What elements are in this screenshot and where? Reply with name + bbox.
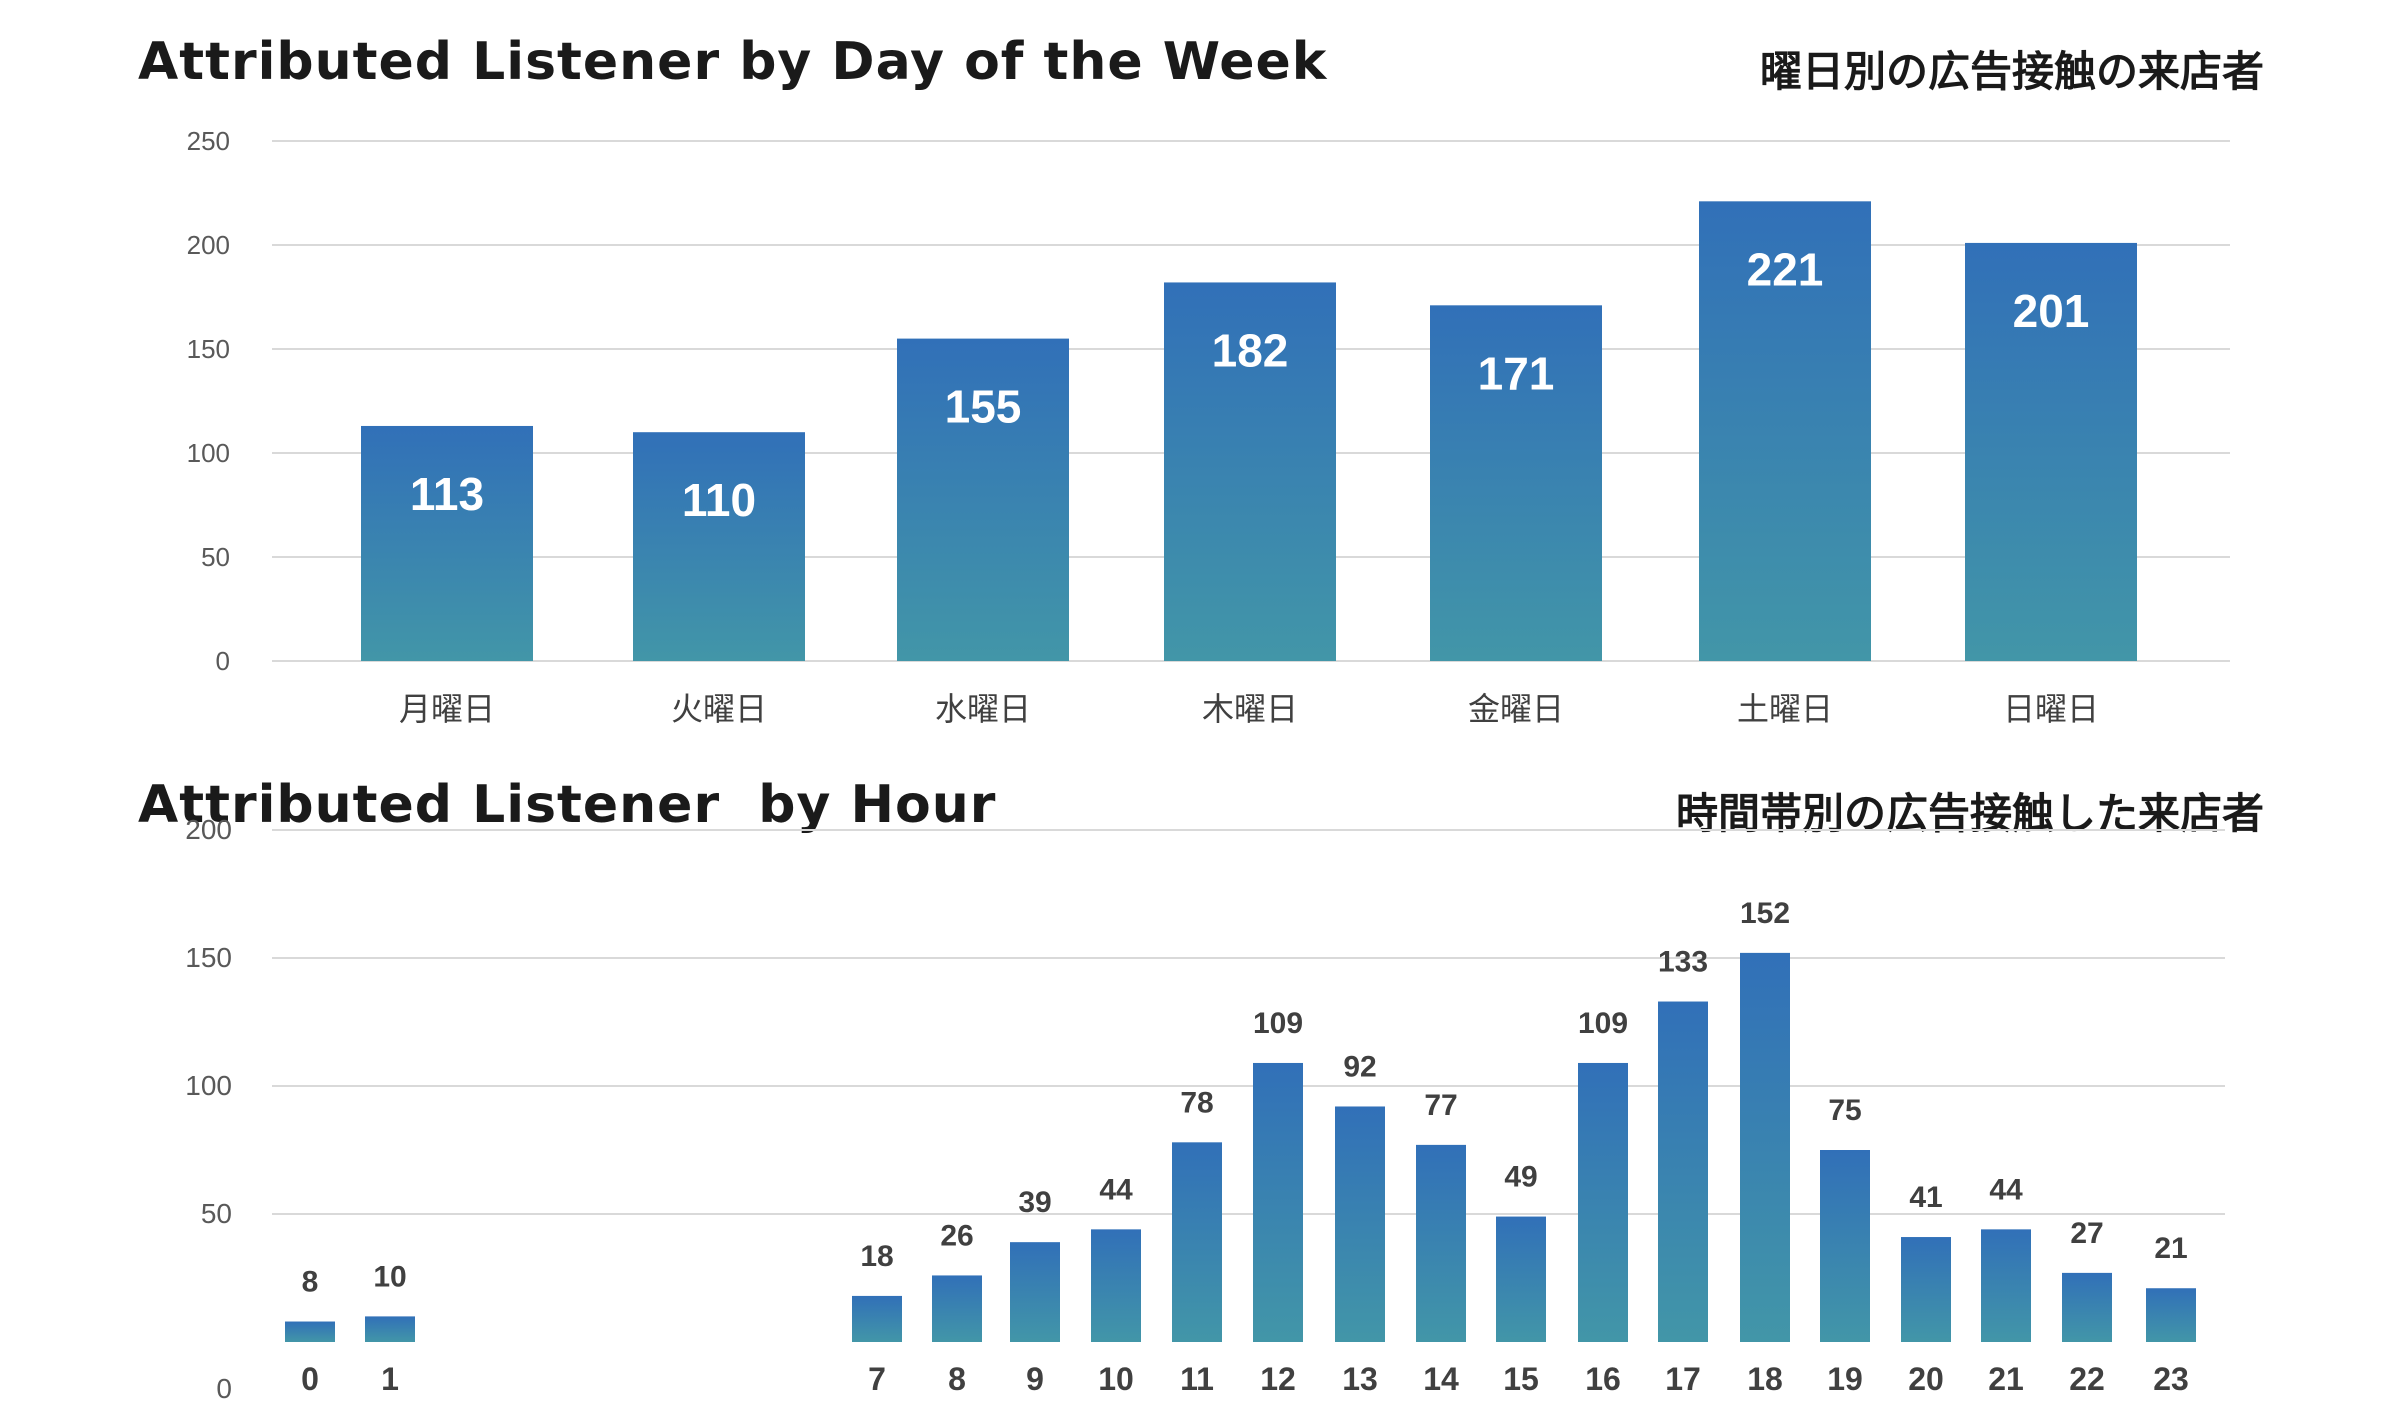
x-tick-label: 12 [1260, 1361, 1296, 1397]
bar [1699, 201, 1871, 661]
data-label: 155 [945, 381, 1022, 433]
x-tick-label: 水曜日 [935, 691, 1031, 727]
data-label: 221 [1747, 243, 1824, 295]
data-label: 26 [940, 1219, 973, 1252]
data-label: 8 [302, 1266, 319, 1299]
x-tick-label: 13 [1342, 1361, 1378, 1397]
bar [1172, 1142, 1222, 1342]
data-label: 44 [1989, 1173, 2023, 1206]
bar [1578, 1062, 1628, 1342]
data-label: 75 [1828, 1094, 1861, 1127]
data-label: 110 [682, 474, 756, 526]
x-tick-label: 土曜日 [1737, 691, 1833, 727]
bar [932, 1275, 982, 1342]
chart-1-subtitle: 曜日別の広告接触の来店者 [1759, 47, 2264, 96]
y-tick-label: 0 [216, 1373, 232, 1404]
data-label: 18 [860, 1240, 893, 1273]
x-tick-label: 0 [301, 1361, 319, 1397]
data-label: 41 [1909, 1181, 1942, 1214]
x-tick-label: 23 [2153, 1361, 2189, 1397]
bar [2062, 1272, 2112, 1342]
x-tick-label: 21 [1988, 1361, 2024, 1397]
bar [1091, 1229, 1141, 1342]
x-tick-label: 11 [1180, 1361, 1214, 1397]
x-tick-label: 7 [868, 1361, 886, 1397]
bar [852, 1295, 902, 1342]
bar [1335, 1106, 1385, 1342]
x-tick-label: 16 [1585, 1361, 1621, 1397]
y-tick-label: 200 [187, 230, 230, 260]
x-tick-label: 1 [381, 1361, 399, 1397]
x-tick-label: 19 [1827, 1361, 1863, 1397]
bar [1164, 282, 1336, 661]
bar [365, 1316, 415, 1342]
data-label: 171 [1478, 347, 1555, 399]
data-label: 201 [2013, 285, 2090, 337]
data-label: 27 [2070, 1217, 2103, 1250]
data-label: 113 [410, 468, 484, 520]
weekday-bar-chart: 0 50 100 150 200 250 113 月曜日 110 火曜日 155 水曜日 182 木曜日 1… [187, 126, 2230, 727]
chart-2-title: Attributed Listener by Hour [138, 775, 997, 835]
bar [1965, 242, 2137, 662]
bar [1981, 1229, 2031, 1342]
data-label: 109 [1253, 1007, 1303, 1040]
data-label: 78 [1180, 1086, 1213, 1119]
y-tick-label: 50 [201, 1198, 232, 1229]
bar [1496, 1216, 1546, 1342]
y-tick-label: 100 [185, 1070, 232, 1101]
x-tick-label: 22 [2069, 1361, 2105, 1397]
x-tick-label: 14 [1423, 1361, 1459, 1397]
bar [2146, 1288, 2196, 1342]
bar [285, 1321, 335, 1342]
y-tick-label: 200 [185, 814, 232, 845]
data-label: 182 [1212, 324, 1289, 376]
chart-1-title: Attributed Listener by Day of the Week [138, 32, 1328, 92]
y-tick-label: 100 [187, 438, 230, 468]
bar [1416, 1144, 1466, 1342]
x-tick-label: 18 [1747, 1361, 1783, 1397]
data-label: 10 [373, 1260, 406, 1293]
data-label: 109 [1578, 1007, 1628, 1040]
x-tick-label: 日曜日 [2003, 691, 2099, 727]
x-tick-label: 15 [1503, 1361, 1539, 1397]
bar [1901, 1237, 1951, 1342]
bar [361, 425, 533, 661]
data-label: 39 [1018, 1186, 1051, 1219]
x-tick-label: 8 [948, 1361, 966, 1397]
x-tick-label: 20 [1908, 1361, 1944, 1397]
bar [1820, 1150, 1870, 1342]
y-tick-label: 150 [187, 334, 230, 364]
x-tick-label: 月曜日 [399, 691, 495, 727]
x-tick-label: 10 [1098, 1361, 1134, 1397]
bar [1253, 1062, 1303, 1342]
data-label: 77 [1424, 1089, 1457, 1122]
data-label: 21 [2154, 1232, 2187, 1265]
data-label: 133 [1658, 946, 1708, 979]
data-label: 49 [1504, 1161, 1537, 1194]
x-tick-label: 17 [1665, 1361, 1701, 1397]
bar [1010, 1242, 1060, 1342]
x-tick-label: 火曜日 [671, 691, 767, 727]
data-label: 152 [1740, 897, 1790, 930]
bar [1740, 952, 1790, 1342]
bar [1430, 305, 1602, 661]
x-tick-label: 金曜日 [1468, 691, 1564, 727]
data-label: 44 [1099, 1173, 1133, 1206]
y-tick-label: 0 [216, 646, 230, 676]
x-tick-label: 9 [1026, 1361, 1044, 1397]
bar [1658, 1001, 1708, 1342]
bar [633, 432, 805, 661]
y-tick-label: 150 [185, 942, 232, 973]
bar [897, 338, 1069, 661]
y-tick-label: 250 [187, 126, 230, 156]
data-label: 92 [1343, 1050, 1376, 1083]
x-tick-label: 木曜日 [1202, 691, 1298, 727]
y-tick-label: 50 [201, 542, 230, 572]
